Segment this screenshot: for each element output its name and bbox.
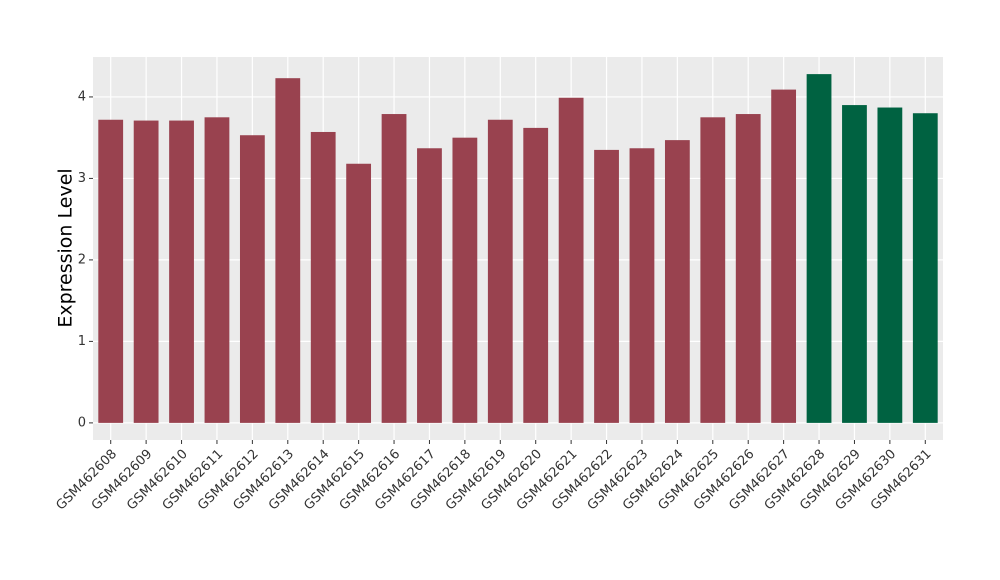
y-tick-label: 0 — [78, 415, 86, 430]
bar — [594, 149, 619, 423]
y-tick-label: 1 — [78, 334, 86, 349]
y-axis-label: Expression Level — [55, 168, 77, 327]
bar — [806, 74, 832, 423]
bar — [877, 107, 903, 423]
bar — [310, 131, 336, 423]
bar — [452, 137, 478, 423]
bar — [487, 119, 513, 423]
bar — [169, 120, 194, 423]
panel — [93, 57, 943, 440]
bar — [771, 89, 797, 423]
y-tick-label: 3 — [78, 171, 86, 186]
bar — [346, 163, 372, 423]
bar — [98, 119, 124, 423]
x-tick-label: GSM462608 — [53, 447, 120, 514]
bar — [204, 117, 230, 423]
bar — [629, 148, 655, 423]
y-tick-label: 2 — [78, 252, 86, 267]
bar — [381, 114, 407, 423]
bar — [417, 148, 442, 423]
bar — [275, 78, 301, 423]
bar — [523, 127, 549, 423]
bar — [239, 135, 265, 423]
bar — [664, 140, 690, 423]
bar — [842, 105, 867, 423]
bar — [700, 117, 726, 423]
y-tick-label: 4 — [78, 89, 86, 104]
bar — [558, 97, 584, 423]
bar — [735, 114, 761, 423]
bar — [912, 113, 938, 423]
bar — [133, 120, 159, 423]
